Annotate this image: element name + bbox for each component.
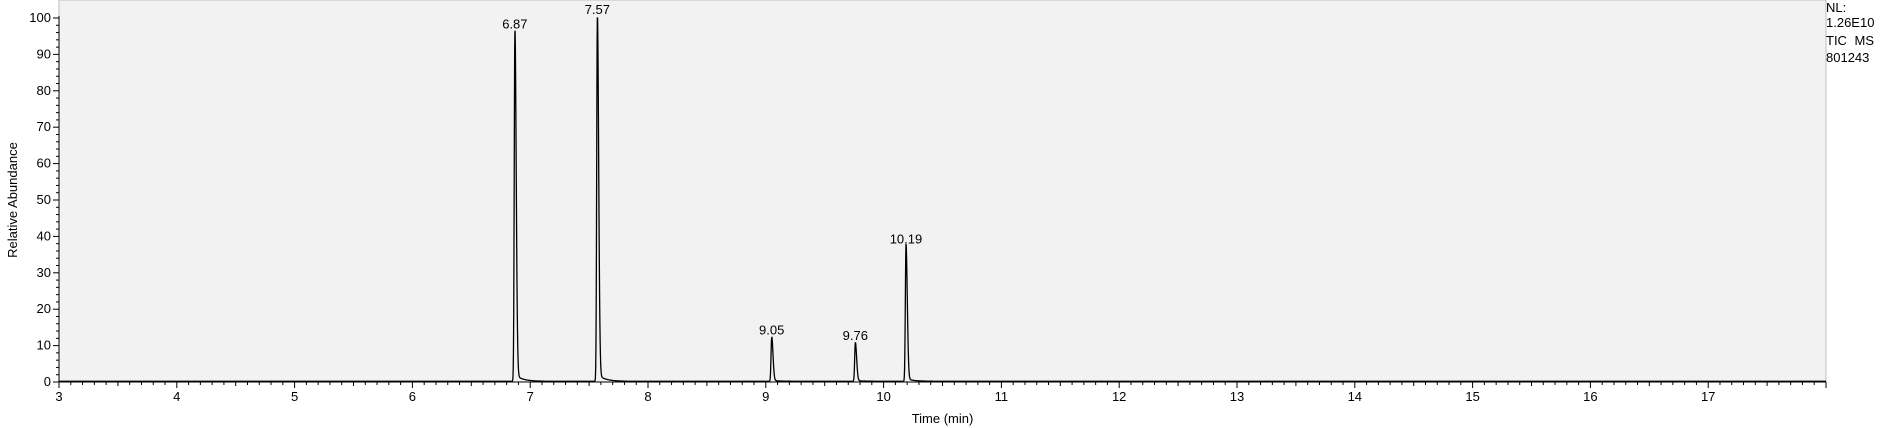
tic-trace-line xyxy=(59,17,1826,382)
plot-area xyxy=(58,0,1827,383)
x-tick-label: 16 xyxy=(1583,389,1597,404)
y-tick-label: 20 xyxy=(37,301,51,316)
trace-type: TIC MS xyxy=(1826,33,1875,48)
sample-id: 801243 xyxy=(1826,50,1870,65)
x-tick-label: 12 xyxy=(1112,389,1126,404)
peak-labels: 6.87 7.57 9.05 9.76 10.19 xyxy=(502,2,922,343)
y-tick-label: 40 xyxy=(37,228,51,243)
x-tick-label: 17 xyxy=(1701,389,1715,404)
peak-label: 10.19 xyxy=(890,231,923,246)
x-tick-label: 4 xyxy=(173,389,180,404)
x-tick-label: 7 xyxy=(527,389,534,404)
x-axis-title: Time (min) xyxy=(912,411,974,426)
y-tick-label: 70 xyxy=(37,119,51,134)
nl-label: NL: xyxy=(1826,0,1847,15)
y-axis-title: Relative Abundance xyxy=(5,142,20,258)
peak-label: 6.87 xyxy=(502,17,527,32)
tick-labels: 3 4 5 6 7 8 9 10 11 12 13 14 15 16 17 0 10 20 30 40 50 60 70 80… xyxy=(29,10,1715,404)
x-tick-label: 6 xyxy=(409,389,416,404)
x-tick-label: 14 xyxy=(1348,389,1362,404)
y-tick-label: 50 xyxy=(37,192,51,207)
y-tick-label: 100 xyxy=(29,10,51,25)
peak-label: 7.57 xyxy=(585,2,610,17)
nl-value: 1.26E10 xyxy=(1826,15,1875,30)
y-tick-label: 30 xyxy=(37,265,51,280)
x-tick-label: 13 xyxy=(1230,389,1244,404)
y-tick-label: 0 xyxy=(44,374,51,389)
x-tick-label: 11 xyxy=(995,389,1009,404)
x-tick-label: 5 xyxy=(291,389,298,404)
y-tick-label: 60 xyxy=(37,156,51,171)
peak-label: 9.05 xyxy=(759,322,784,337)
x-tick-label: 3 xyxy=(55,389,62,404)
y-tick-label: 80 xyxy=(37,83,51,98)
y-tick-label: 10 xyxy=(37,338,51,353)
x-tick-label: 9 xyxy=(762,389,769,404)
y-tick-label: 90 xyxy=(37,46,51,61)
x-tick-label: 8 xyxy=(644,389,651,404)
x-tick-label: 15 xyxy=(1465,389,1479,404)
peak-label: 9.76 xyxy=(843,328,868,343)
x-tick-label: 10 xyxy=(876,389,890,404)
